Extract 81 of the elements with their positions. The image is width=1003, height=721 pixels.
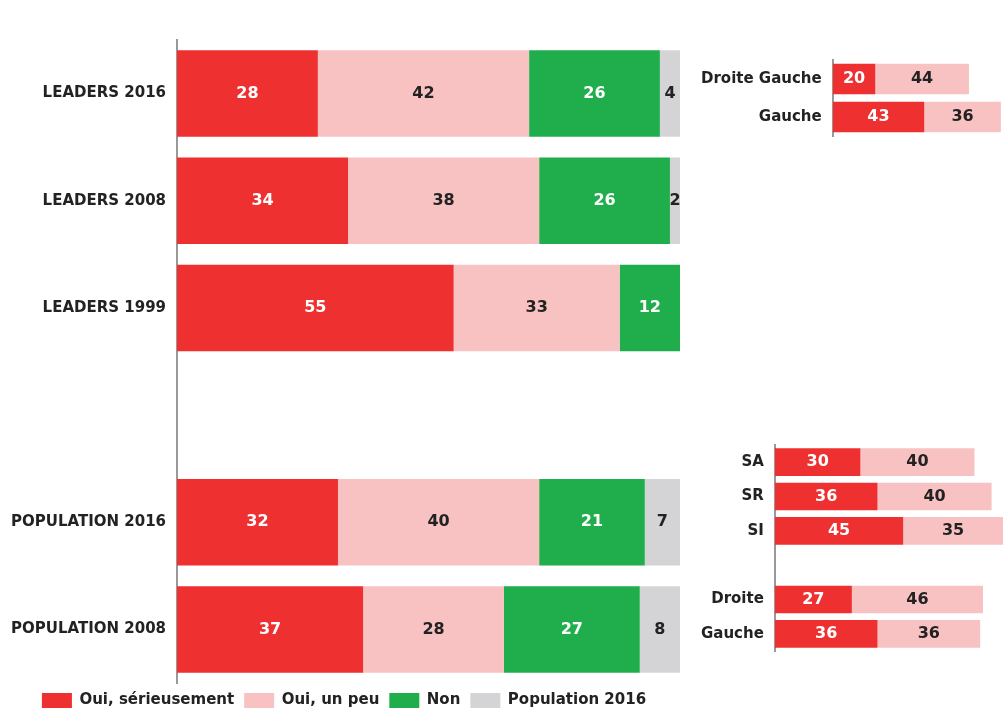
- data-label: 36: [951, 106, 974, 126]
- y-tick-label: Gauche: [758, 106, 822, 125]
- y-tick-label: SR: [741, 486, 765, 505]
- bar: [877, 482, 992, 511]
- data-label: 28: [422, 618, 445, 638]
- bar: [669, 157, 680, 245]
- data-label: 4: [664, 82, 676, 102]
- bar: [903, 516, 1003, 545]
- data-label: 40: [906, 451, 929, 471]
- bar: [177, 50, 318, 137]
- bar: [619, 264, 680, 352]
- bar: [177, 157, 349, 245]
- legend-label: Population 2016: [507, 690, 647, 709]
- data-label: 7: [656, 511, 668, 531]
- y-tick-label: LEADERS 2016: [42, 83, 167, 102]
- y-tick-label: LEADERS 2008: [42, 190, 167, 209]
- bar: [177, 586, 364, 673]
- data-label: 37: [258, 618, 282, 638]
- bar: [503, 586, 640, 673]
- y-tick-label: SA: [741, 452, 765, 471]
- data-label: 27: [560, 618, 583, 638]
- data-label: 2: [669, 189, 681, 209]
- bar: [774, 482, 878, 511]
- y-tick-label: POPULATION 2016: [10, 512, 167, 531]
- data-label: 28: [236, 82, 259, 102]
- bar: [348, 157, 540, 245]
- data-label: 42: [412, 82, 435, 102]
- bar: [774, 619, 878, 648]
- data-label: 12: [638, 297, 661, 317]
- data-label: 8: [654, 618, 666, 638]
- data-label: 26: [593, 189, 616, 209]
- bar: [177, 478, 338, 566]
- bar: [639, 586, 680, 673]
- data-label: 36: [815, 485, 838, 505]
- data-label: 33: [525, 297, 548, 317]
- bar: [774, 585, 852, 614]
- legend-label: Oui, un peu: [281, 690, 380, 709]
- data-label: 30: [806, 451, 829, 471]
- bar: [539, 478, 645, 566]
- y-tick-label: LEADERS 1999: [42, 297, 167, 316]
- data-label: 55: [304, 297, 327, 317]
- data-label: 43: [867, 106, 890, 126]
- data-label: 40: [923, 485, 946, 505]
- y-tick-label: SI: [747, 520, 764, 539]
- bar: [539, 157, 670, 245]
- bar: [832, 101, 925, 133]
- bar: [337, 478, 540, 566]
- y-tick-label: POPULATION 2008: [10, 619, 167, 638]
- y-tick-label: Droite: [711, 589, 764, 608]
- legend-label: Oui, sérieusement: [79, 690, 235, 709]
- data-label: 27: [802, 588, 825, 608]
- bar: [177, 264, 454, 352]
- bar: [659, 50, 680, 137]
- bar: [529, 50, 660, 137]
- data-label: 44: [910, 68, 934, 88]
- legend-label: Non: [426, 690, 461, 709]
- data-label: 45: [827, 519, 851, 539]
- data-label: 36: [815, 622, 838, 642]
- bar: [875, 63, 969, 95]
- bar: [860, 448, 975, 477]
- bar: [363, 586, 504, 673]
- data-label: 20: [842, 68, 866, 88]
- data-label: 40: [427, 511, 450, 531]
- bar: [774, 516, 904, 545]
- y-tick-label: Gauche: [701, 623, 764, 642]
- data-label: 34: [251, 189, 274, 209]
- bar: [774, 448, 861, 477]
- data-label: 36: [917, 622, 940, 642]
- y-tick-label: Droite Gauche: [701, 68, 822, 87]
- bar: [453, 264, 620, 352]
- bar: [644, 478, 680, 566]
- bar: [877, 619, 981, 648]
- data-label: 38: [432, 189, 455, 209]
- data-label: 35: [941, 519, 965, 539]
- data-label: 32: [246, 511, 269, 531]
- data-label: 26: [583, 82, 606, 102]
- bar: [851, 585, 984, 614]
- bar: [924, 101, 1001, 133]
- bar: [317, 50, 530, 137]
- data-label: 21: [580, 511, 604, 531]
- data-label: 46: [906, 588, 929, 608]
